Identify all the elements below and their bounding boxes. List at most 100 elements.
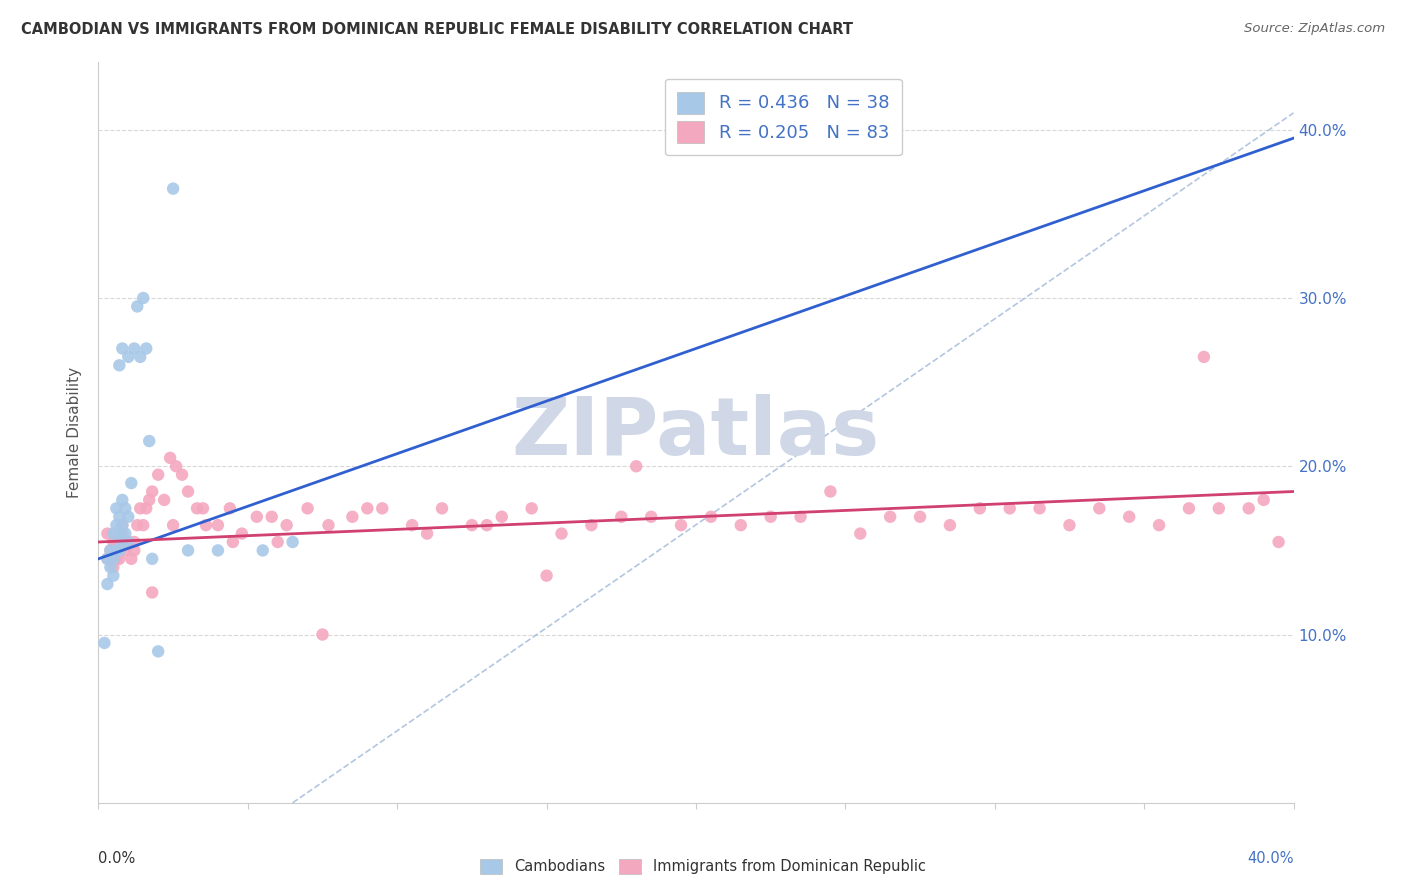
Point — [520, 501, 543, 516]
Point — [103, 526, 125, 541]
Point — [138, 434, 160, 448]
Point — [108, 526, 131, 541]
Point — [669, 518, 692, 533]
Text: ZIPatlas: ZIPatlas — [512, 393, 880, 472]
Point — [1208, 501, 1230, 516]
Point — [148, 644, 170, 658]
Point — [108, 551, 131, 566]
Point — [108, 509, 131, 524]
Point — [96, 526, 118, 541]
Point — [342, 509, 364, 524]
Point — [111, 342, 134, 356]
Point — [117, 535, 139, 549]
Point — [135, 501, 157, 516]
Point — [105, 543, 128, 558]
Point — [108, 535, 131, 549]
Point — [114, 501, 136, 516]
Point — [1192, 350, 1215, 364]
Point — [461, 518, 484, 533]
Point — [789, 509, 811, 524]
Legend: Cambodians, Immigrants from Dominican Republic: Cambodians, Immigrants from Dominican Re… — [474, 853, 932, 880]
Point — [111, 535, 134, 549]
Text: 0.0%: 0.0% — [98, 851, 135, 866]
Point — [138, 492, 160, 507]
Point — [1147, 518, 1170, 533]
Point — [103, 535, 125, 549]
Point — [165, 459, 187, 474]
Point — [129, 501, 152, 516]
Point — [114, 543, 136, 558]
Point — [105, 535, 128, 549]
Point — [132, 291, 155, 305]
Point — [111, 526, 134, 541]
Point — [969, 501, 991, 516]
Point — [207, 518, 229, 533]
Point — [1267, 535, 1289, 549]
Point — [120, 551, 142, 566]
Point — [117, 350, 139, 364]
Point — [98, 543, 122, 558]
Point — [159, 450, 181, 465]
Y-axis label: Female Disability: Female Disability — [67, 367, 83, 499]
Point — [297, 501, 319, 516]
Point — [550, 526, 572, 541]
Point — [939, 518, 962, 533]
Point — [103, 551, 125, 566]
Point — [356, 501, 378, 516]
Point — [276, 518, 298, 533]
Point — [103, 560, 125, 574]
Point — [117, 509, 139, 524]
Point — [318, 518, 340, 533]
Point — [114, 526, 136, 541]
Text: Source: ZipAtlas.com: Source: ZipAtlas.com — [1244, 22, 1385, 36]
Point — [1237, 501, 1260, 516]
Point — [252, 543, 274, 558]
Point — [610, 509, 633, 524]
Point — [172, 467, 194, 482]
Point — [267, 535, 290, 549]
Point — [1118, 509, 1140, 524]
Point — [96, 551, 118, 566]
Point — [96, 577, 118, 591]
Point — [260, 509, 283, 524]
Point — [111, 492, 134, 507]
Point — [191, 501, 214, 516]
Point — [207, 543, 229, 558]
Point — [105, 551, 128, 566]
Point — [132, 518, 155, 533]
Point — [730, 518, 752, 533]
Point — [98, 543, 122, 558]
Point — [700, 509, 723, 524]
Legend: R = 0.436   N = 38, R = 0.205   N = 83: R = 0.436 N = 38, R = 0.205 N = 83 — [665, 78, 903, 155]
Point — [127, 518, 149, 533]
Point — [135, 342, 157, 356]
Point — [141, 484, 163, 499]
Point — [820, 484, 842, 499]
Point — [1178, 501, 1201, 516]
Point — [581, 518, 603, 533]
Text: CAMBODIAN VS IMMIGRANTS FROM DOMINICAN REPUBLIC FEMALE DISABILITY CORRELATION CH: CAMBODIAN VS IMMIGRANTS FROM DOMINICAN R… — [21, 22, 853, 37]
Point — [177, 543, 200, 558]
Point — [491, 509, 513, 524]
Point — [311, 627, 333, 641]
Point — [416, 526, 439, 541]
Point — [108, 359, 131, 373]
Point — [105, 501, 128, 516]
Point — [430, 501, 453, 516]
Point — [186, 501, 208, 516]
Point — [124, 342, 146, 356]
Point — [141, 551, 163, 566]
Point — [879, 509, 901, 524]
Point — [153, 492, 176, 507]
Point — [1253, 492, 1275, 507]
Point — [124, 543, 146, 558]
Point — [759, 509, 782, 524]
Point — [141, 585, 163, 599]
Point — [849, 526, 872, 541]
Point — [536, 568, 558, 582]
Point — [246, 509, 269, 524]
Point — [219, 501, 242, 516]
Point — [908, 509, 931, 524]
Point — [1088, 501, 1111, 516]
Point — [475, 518, 498, 533]
